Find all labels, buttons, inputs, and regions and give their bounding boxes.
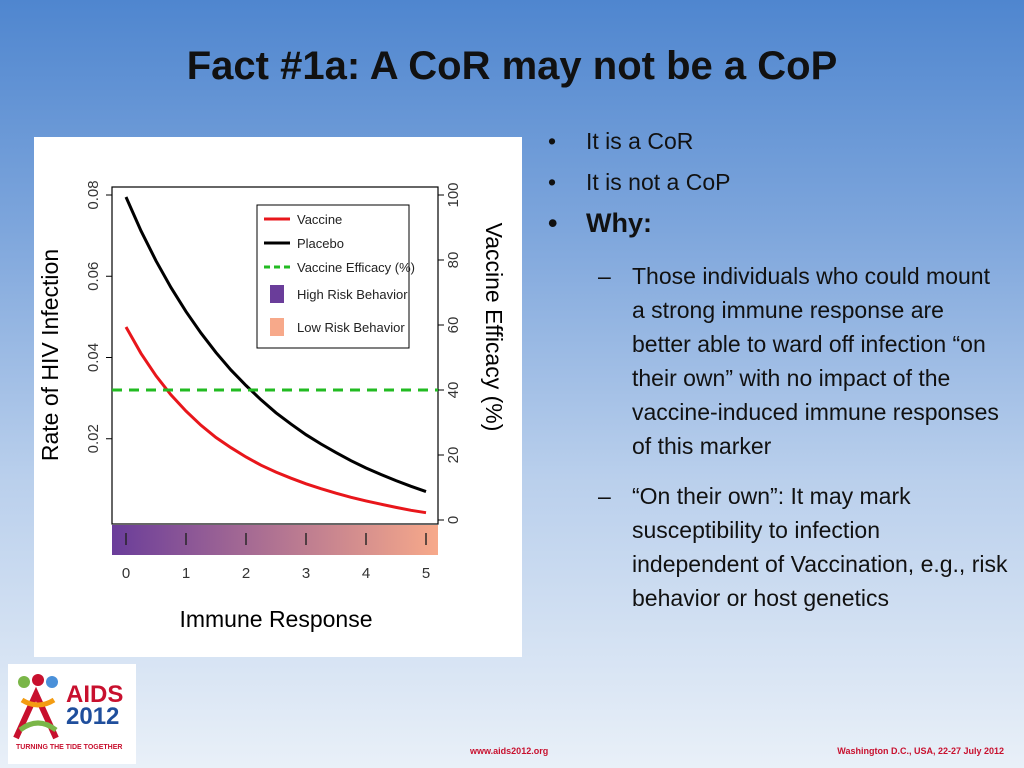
x-tick-label: 3: [302, 565, 310, 582]
series-line-placebo: [124, 196, 427, 494]
legend-swatch: [270, 285, 284, 303]
risk-gradient-bar: [112, 525, 438, 555]
bullet-text: Why:: [586, 208, 652, 238]
y-axis-left: 0.02 0.04 0.06 0.08: [85, 180, 112, 453]
x-axis-title: Immune Response: [179, 606, 372, 632]
x-tick-label: 4: [362, 565, 370, 582]
chart-panel: 0.02 0.04 0.06 0.08 0 20 40 60 80 100 0 1 2 3 4 5 Vac…: [34, 137, 522, 657]
series-layer: [112, 196, 438, 515]
bullet-item-why: • Why:: [548, 210, 1008, 237]
y2-tick-label: 20: [445, 447, 462, 464]
y2-tick-label: 100: [445, 182, 462, 207]
sub-bullet-marker: –: [598, 483, 611, 509]
plot-frame: [111, 186, 439, 525]
logo-tagline: TURNING THE TIDE TOGETHER: [16, 744, 123, 751]
y-tick-label: 0.06: [85, 262, 102, 291]
bullet-marker: •: [548, 169, 557, 195]
footer-url[interactable]: www.aids2012.org: [470, 746, 549, 756]
logo-word-year: 2012: [66, 703, 120, 730]
y-tick-label: 0.08: [85, 180, 102, 209]
legend-swatch: [270, 318, 284, 336]
y-axis-title: Rate of HIV Infection: [37, 249, 63, 461]
gradient-bar-ticks: [125, 533, 427, 545]
bullet-item: • It is not a CoP: [548, 169, 1008, 196]
y2-tick-label: 0: [445, 516, 462, 524]
bullet-text: It is a CoR: [586, 128, 694, 154]
sub-bullet-item: – Those individuals who could mount a st…: [548, 259, 1008, 463]
sub-bullet-text: “On their own”: It may mark susceptibili…: [632, 483, 1008, 611]
legend-label: High Risk Behavior: [297, 287, 408, 302]
bullet-item: • It is a CoR: [548, 128, 1008, 155]
legend: Vaccine Placebo Vaccine Efficacy (%) High R…: [256, 204, 415, 349]
y2-tick-label: 80: [445, 252, 462, 269]
aids2012-logo: AIDS 2012 TURNING THE TIDE TOGETHER: [8, 664, 136, 764]
slide-title: Fact #1a: A CoR may not be a CoP: [186, 44, 838, 88]
x-tick-label: 5: [422, 565, 430, 582]
legend-label: Low Risk Behavior: [297, 320, 405, 335]
y2-axis-title: Vaccine Efficacy (%): [481, 223, 507, 432]
sub-bullet-marker: –: [598, 263, 611, 289]
legend-label: Vaccine Efficacy (%): [297, 260, 415, 275]
bullet-text: It is not a CoP: [586, 169, 731, 195]
ribbon-people-icon: [13, 674, 59, 740]
legend-label: Placebo: [297, 236, 344, 251]
y2-tick-label: 40: [445, 382, 462, 399]
x-tick-label: 2: [242, 565, 250, 582]
sub-bullet-text: Those individuals who could mount a stro…: [632, 263, 999, 459]
y-tick-label: 0.02: [85, 424, 102, 453]
logo-word-aids: AIDS: [66, 681, 124, 708]
footer-place-date: Washington D.C., USA, 22-27 July 2012: [837, 746, 1004, 756]
bullet-marker: •: [548, 208, 558, 238]
legend-label: Vaccine: [297, 212, 342, 227]
bullet-list: • It is a CoR • It is not a CoP • Why: –…: [548, 128, 1008, 631]
y2-tick-label: 60: [445, 317, 462, 334]
x-tick-label: 1: [182, 565, 190, 582]
x-tick-label: 0: [122, 565, 130, 582]
sub-bullet-item: – “On their own”: It may mark susceptibi…: [548, 479, 1008, 615]
x-axis: 0 1 2 3 4 5: [122, 565, 430, 582]
efficacy-chart: 0.02 0.04 0.06 0.08 0 20 40 60 80 100 0 1 2 3 4 5 Vac…: [37, 180, 507, 632]
series-line-vaccine: [124, 326, 427, 515]
bullet-marker: •: [548, 128, 557, 154]
y-axis-right: 0 20 40 60 80 100: [438, 182, 462, 524]
y-tick-label: 0.04: [85, 343, 102, 372]
